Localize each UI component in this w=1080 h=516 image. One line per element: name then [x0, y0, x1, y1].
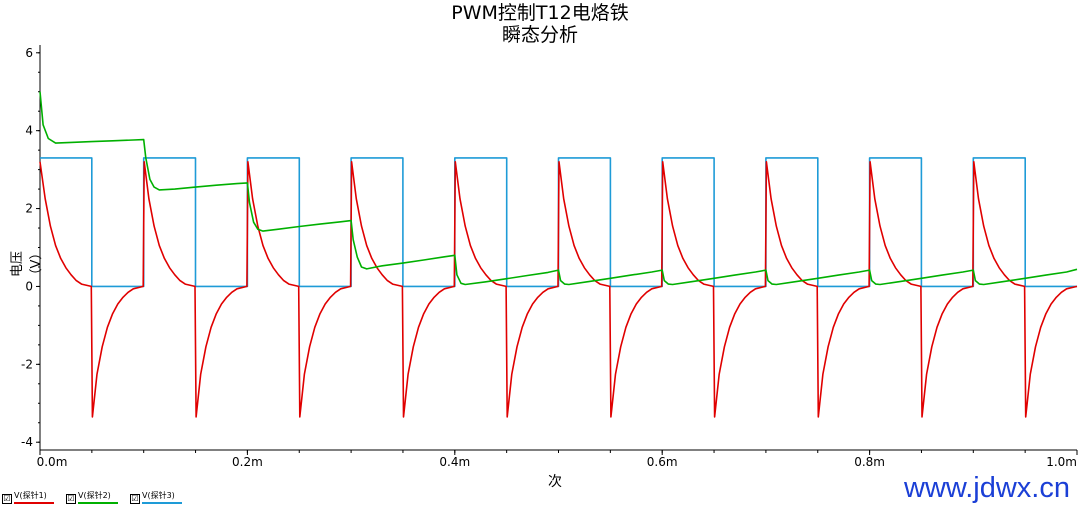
x-tick-label: 0.8m: [854, 455, 885, 469]
checkbox-icon[interactable]: ☑: [2, 494, 12, 504]
y-tick-label: 2: [25, 202, 33, 216]
x-tick-label: 0.2m: [232, 455, 263, 469]
y-tick-label: -2: [21, 357, 33, 371]
checkbox-icon[interactable]: ☑: [130, 494, 140, 504]
series-line-1: [39, 161, 1078, 418]
y-tick-label: -4: [21, 435, 33, 449]
watermark-text: www.jdwx.cn: [904, 472, 1070, 504]
x-tick-label: 0.0m: [37, 455, 68, 469]
series-line-2: [39, 91, 1078, 286]
x-axis-label: 次: [548, 474, 562, 490]
series-lines: [39, 91, 1078, 418]
legend-item-probe2[interactable]: ☑ V(探针2): [66, 490, 118, 512]
x-tick-label: 1.0m: [1046, 455, 1077, 469]
checkbox-icon[interactable]: ☑: [66, 494, 76, 504]
y-tick-label: 0: [25, 279, 33, 293]
legend-swatch: [142, 502, 182, 504]
legend-label: V(探针1): [14, 491, 47, 500]
x-tick-label: 0.4m: [439, 455, 470, 469]
y-axis-label: 电压（V）: [10, 246, 44, 282]
tick-labels: -4 -2 0 2 4 6 0.0m 0.2m 0.4m 0.6m 0.8m 1.0m: [21, 46, 1077, 469]
legend: ☑ V(探针1) ☑ V(探针2) ☑ V(探针3): [2, 490, 182, 512]
y-tick-label: 4: [25, 124, 33, 138]
x-tick-label: 0.6m: [647, 455, 678, 469]
legend-swatch: [14, 502, 54, 504]
legend-item-probe1[interactable]: ☑ V(探针1): [2, 490, 54, 512]
legend-swatch: [78, 502, 118, 504]
legend-item-probe3[interactable]: ☑ V(探针3): [130, 490, 182, 512]
y-tick-label: 6: [25, 46, 33, 60]
chart-title: PWM控制T12电烙铁: [451, 2, 629, 24]
chart-subtitle: 瞬态分析: [501, 24, 578, 46]
axes: [36, 45, 1078, 455]
legend-label: V(探针2): [78, 491, 111, 500]
legend-label: V(探针3): [142, 491, 175, 500]
